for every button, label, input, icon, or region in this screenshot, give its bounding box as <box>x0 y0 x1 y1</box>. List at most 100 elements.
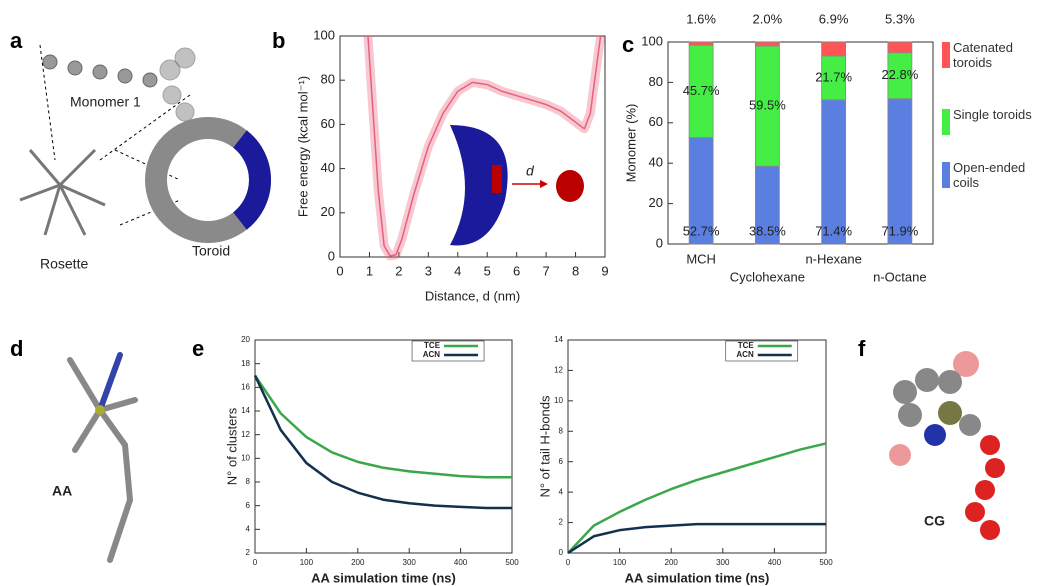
legend-swatch <box>942 42 950 68</box>
label: Monomer 1 <box>70 94 141 110</box>
x-tick-label: 300 <box>403 558 417 567</box>
y-tick-label: 8 <box>559 426 564 435</box>
value-label: 21.7% <box>815 69 852 84</box>
value-label: 59.5% <box>749 98 786 113</box>
x-tick-label: 500 <box>819 558 833 567</box>
value-label: 52.7% <box>683 223 720 238</box>
legend-label: Single toroids <box>953 107 1032 122</box>
y-axis-label: N° of clusters <box>224 407 239 485</box>
y-tick-label: 80 <box>649 74 663 89</box>
y-axis-label: N° of tail H-bonds <box>537 395 552 498</box>
x-tick-label: 400 <box>768 558 782 567</box>
y-tick-label: 6 <box>246 501 251 510</box>
annotation: d <box>526 163 535 179</box>
value-label: 38.5% <box>749 223 786 238</box>
x-axis-label: AA simulation time (ns) <box>311 570 456 585</box>
legend-swatch <box>942 109 950 135</box>
value-label: 71.4% <box>815 223 852 238</box>
x-tick-label: 400 <box>454 558 468 567</box>
x-tick-label: 200 <box>665 558 679 567</box>
y-tick-label: 2 <box>559 518 564 527</box>
value-label: 6.9% <box>819 11 849 26</box>
line <box>567 442 827 554</box>
y-axis-label: Monomer (%) <box>623 104 638 183</box>
y-tick-label: 10 <box>554 396 563 405</box>
x-tick-label: 6 <box>513 263 520 278</box>
line <box>367 35 602 257</box>
y-tick-label: 4 <box>246 524 251 533</box>
legend-label: ACN <box>423 350 441 359</box>
y-tick-label: 100 <box>313 27 335 42</box>
value-label: 22.8% <box>881 67 918 82</box>
toroid-illustration <box>145 117 271 243</box>
x-tick-label: 7 <box>542 263 549 278</box>
bar-segment <box>821 41 847 57</box>
label: CG <box>924 513 945 529</box>
value-label: 5.3% <box>885 11 915 26</box>
y-tick-label: 8 <box>246 477 251 486</box>
x-tick-label: 200 <box>351 558 365 567</box>
y-tick-label: 100 <box>641 33 663 48</box>
y-tick-label: 0 <box>559 548 564 557</box>
x-tick-label: MCH <box>686 251 716 266</box>
cg-molecule <box>889 351 1005 540</box>
plot-frame <box>254 339 513 554</box>
x-tick-label: 0 <box>253 558 258 567</box>
inset-illustration <box>450 125 584 246</box>
bar-segment <box>821 99 847 245</box>
y-tick-label: 6 <box>559 457 564 466</box>
x-tick-label: 4 <box>454 263 461 278</box>
monomer-illustration <box>42 47 196 122</box>
y-tick-label: 20 <box>241 335 250 344</box>
y-tick-label: 60 <box>321 116 335 131</box>
y-tick-label: 14 <box>554 335 563 344</box>
y-tick-label: 14 <box>241 406 250 415</box>
legend-label: TCE <box>424 341 441 350</box>
line <box>567 522 826 555</box>
x-tick-label: 500 <box>505 558 519 567</box>
x-axis-label: Distance, d (nm) <box>425 288 520 303</box>
x-tick-label: 100 <box>300 558 314 567</box>
legend-swatch <box>942 162 950 188</box>
plot-frame <box>567 339 827 554</box>
value-label: 71.9% <box>881 223 918 238</box>
x-tick-label: 300 <box>716 558 730 567</box>
line <box>253 374 512 510</box>
aa-molecule <box>67 352 138 563</box>
x-tick-label: 0 <box>336 263 343 278</box>
y-tick-label: 4 <box>559 487 564 496</box>
x-tick-label: Cyclohexane <box>730 269 805 284</box>
plot-frame <box>339 35 606 258</box>
bar-segment <box>754 45 780 167</box>
panel-letter: a <box>10 28 23 53</box>
y-tick-label: 18 <box>241 359 250 368</box>
y-tick-label: 12 <box>241 430 250 439</box>
panel-letter: c <box>622 32 634 57</box>
y-axis-label: Free energy (kcal mol⁻¹) <box>295 76 310 217</box>
x-tick-label: n-Hexane <box>805 251 861 266</box>
x-axis-label: AA simulation time (ns) <box>625 570 770 585</box>
x-tick-label: n-Octane <box>873 269 926 284</box>
x-tick-label: 2 <box>395 263 402 278</box>
panel-letter: e <box>192 336 204 361</box>
bar-segment <box>887 41 913 54</box>
x-tick-label: 3 <box>425 263 432 278</box>
y-tick-label: 60 <box>649 114 663 129</box>
bar-segment <box>688 41 714 46</box>
label: Toroid <box>192 243 230 259</box>
plot-frame <box>667 41 934 245</box>
value-label: 45.7% <box>683 83 720 98</box>
y-tick-label: 0 <box>656 235 663 250</box>
y-tick-label: 80 <box>321 72 335 87</box>
y-tick-label: 20 <box>321 204 335 219</box>
bar-segment <box>754 41 780 47</box>
bar-segment <box>887 98 913 245</box>
label: Rosette <box>40 256 88 272</box>
y-tick-label: 2 <box>246 548 251 557</box>
y-tick-label: 20 <box>649 195 663 210</box>
y-tick-label: 12 <box>554 366 563 375</box>
legend-label: ACN <box>736 350 754 359</box>
panel-letter: b <box>272 28 285 53</box>
